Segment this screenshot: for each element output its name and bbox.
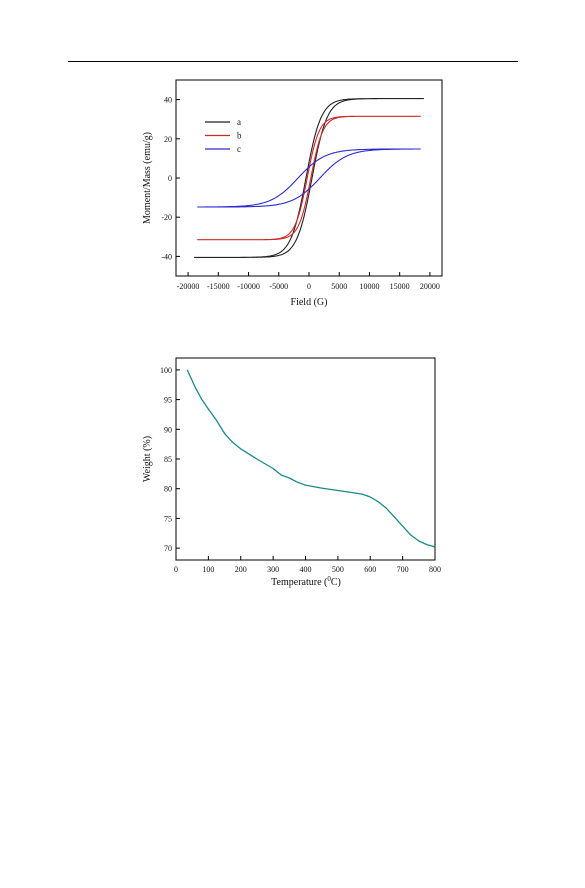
legend: abc (205, 117, 242, 154)
x-tick-label: 0 (307, 282, 311, 291)
tga-chart: 0 100 200 300 400 500 600 700 800 70 75 80 85 90 95 100… (142, 357, 441, 588)
y-tick-label: 40 (164, 96, 172, 105)
series-lines (194, 98, 424, 258)
y-tick-label: 85 (164, 455, 172, 464)
axis-ticks: -20000 -15000 -10000 -5000 0 5000 10000 15000 20… (161, 96, 440, 291)
x-tick-label: 5000 (331, 282, 347, 291)
x-tick-label: 200 (235, 565, 247, 574)
axis-ticks: 0 100 200 300 400 500 600 700 800 70 75 80 85 90 95 100 (160, 366, 441, 574)
y-axis-label: Moment/Mass (emu/g) (142, 132, 153, 224)
x-axis-label-degree: 0 (327, 575, 331, 583)
y-tick-label: 75 (164, 514, 172, 523)
legend-label-c: c (237, 144, 241, 154)
x-tick-label: -10000 (237, 282, 260, 291)
y-tick-label: 0 (168, 174, 172, 183)
x-tick-label: 400 (300, 565, 312, 574)
x-axis-label: Field (G) (291, 297, 328, 308)
y-tick-label: 80 (164, 485, 172, 494)
y-tick-label: 100 (160, 366, 172, 375)
hysteresis-chart: -20000 -15000 -10000 -5000 0 5000 10000 15000 20… (142, 79, 443, 308)
plot-frame (175, 357, 436, 561)
y-tick-label: 70 (164, 544, 172, 553)
x-tick-label: 100 (202, 565, 214, 574)
x-tick-label: 10000 (359, 282, 379, 291)
y-tick-label: 90 (164, 425, 172, 434)
legend-label-a: a (237, 117, 241, 127)
x-axis-label: Temperature (0C) (271, 575, 341, 588)
x-tick-label: -5000 (269, 282, 288, 291)
x-tick-label: 800 (429, 565, 441, 574)
legend-label-b: b (237, 131, 242, 141)
x-tick-label: 300 (267, 565, 279, 574)
x-tick-label: -20000 (177, 282, 200, 291)
x-tick-label: 20000 (420, 282, 440, 291)
x-axis-label-main: Temperature ( (271, 577, 328, 588)
x-tick-label: 500 (332, 565, 344, 574)
y-tick-label: -20 (161, 213, 172, 222)
y-tick-label: -40 (161, 252, 172, 261)
series-line-a (194, 98, 424, 258)
series-lines (186, 369, 436, 548)
y-tick-label: 95 (164, 396, 172, 405)
x-axis-label-unit: C) (331, 577, 341, 588)
x-tick-label: 0 (174, 565, 178, 574)
y-tick-label: 20 (164, 135, 172, 144)
y-axis-label: Weight (%) (142, 436, 153, 482)
series-line-c (197, 148, 421, 208)
page-header-rule (68, 61, 518, 62)
series-line-weight (186, 369, 436, 548)
x-tick-label: 15000 (390, 282, 410, 291)
x-tick-label: 700 (397, 565, 409, 574)
x-tick-label: -15000 (207, 282, 230, 291)
series-line-b (197, 115, 421, 241)
x-tick-label: 600 (364, 565, 376, 574)
